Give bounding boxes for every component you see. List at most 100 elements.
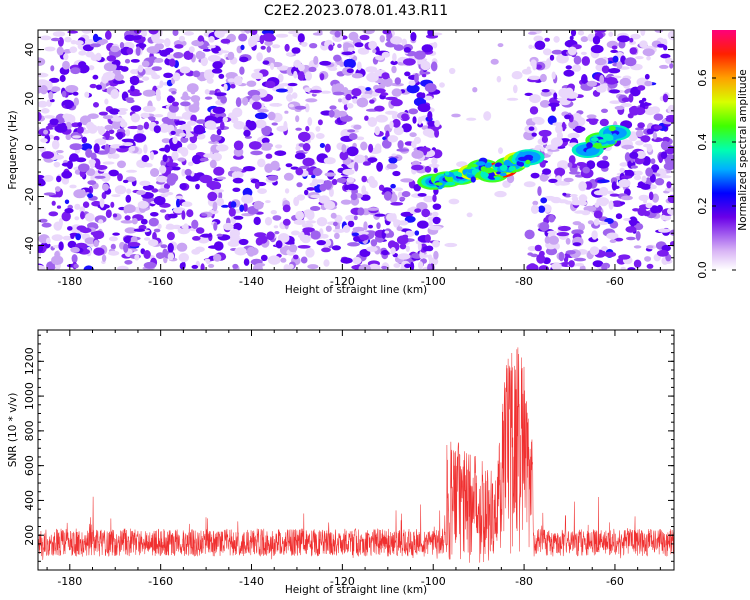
heatmap-cell: [577, 30, 585, 36]
heatmap-cell: [100, 172, 111, 182]
heatmap-cell: [524, 92, 533, 96]
heatmap-cell: [87, 193, 94, 199]
heatmap-cell: [140, 112, 150, 119]
heatmap-cell: [48, 91, 54, 100]
heatmap-cell: [61, 170, 73, 179]
heatmap-cell: [196, 227, 205, 234]
heatmap-cell: [563, 69, 575, 77]
heatmap-cell: [651, 193, 660, 203]
heatmap-cell: [222, 222, 234, 231]
heatmap-cell: [619, 178, 631, 188]
heatmap-cell: [366, 207, 380, 211]
heatmap-cell: [333, 221, 338, 227]
heatmap-cell: [142, 105, 156, 113]
heatmap-cell: [72, 91, 79, 96]
x-tick-label: -80: [515, 275, 533, 288]
heatmap-cell: [110, 153, 120, 159]
heatmap-cell: [444, 242, 458, 248]
heatmap-cell: [611, 200, 624, 207]
heatmap-cell: [151, 74, 161, 80]
heatmap-cell: [140, 218, 148, 225]
heatmap-cell: [638, 194, 650, 202]
heatmap-cell: [658, 228, 671, 233]
heatmap-cell: [300, 256, 308, 264]
heatmap-cell: [569, 194, 578, 197]
heatmap-cell: [530, 204, 539, 214]
heatmap-cell: [449, 67, 456, 75]
heatmap-cell: [389, 120, 394, 129]
heatmap-signal-speck: [494, 176, 501, 181]
heatmap-cell: [620, 175, 633, 179]
heatmap-cell: [635, 140, 644, 146]
heatmap-cell: [641, 175, 647, 183]
heatmap-cell: [291, 66, 301, 76]
heatmap-cell: [367, 117, 378, 127]
heatmap-cell: [124, 58, 131, 64]
heatmap-cell: [220, 121, 225, 131]
y-tick-label: -40: [23, 237, 36, 255]
heatmap-cell: [399, 243, 407, 250]
colorbar: 0.0 0.2 0.4 0.6 Normalized spectral amplitu…: [696, 30, 749, 279]
heatmap-cell: [246, 246, 256, 257]
heatmap-cell: [424, 83, 437, 93]
heatmap-cell: [608, 68, 621, 74]
heatmap-cell: [312, 32, 323, 36]
heatmap-signal-speck: [606, 140, 616, 145]
heatmap-cell: [573, 257, 587, 262]
y-tick-label: 800: [23, 420, 36, 441]
heatmap-cell: [427, 263, 432, 270]
heatmap-cell: [157, 223, 162, 229]
y-tick-label: -20: [23, 188, 36, 206]
heatmap-cell: [153, 228, 161, 233]
heatmap-cell: [414, 73, 419, 83]
heatmap-cell: [388, 157, 398, 164]
heatmap-cell: [350, 193, 358, 201]
heatmap-cell: [312, 167, 322, 177]
heatmap-cell: [309, 89, 322, 93]
heatmap-cell: [174, 44, 184, 49]
heatmap-cell: [44, 46, 56, 52]
heatmap-cell: [117, 110, 127, 115]
heatmap-cell: [126, 188, 132, 194]
heatmap-cell: [144, 163, 153, 168]
heatmap-cell: [288, 104, 295, 108]
heatmap-signal-speck: [472, 169, 480, 173]
heatmap-cell: [61, 162, 72, 167]
heatmap-cell: [359, 234, 369, 241]
heatmap-cell: [181, 225, 187, 229]
heatmap-cell: [359, 249, 371, 257]
heatmap-cell: [328, 44, 334, 51]
heatmap-signal-speck: [475, 161, 486, 166]
heatmap-cell: [272, 215, 282, 221]
heatmap-cell: [633, 245, 642, 249]
y-tick-label: 600: [23, 455, 36, 476]
heatmap-cell: [117, 160, 126, 169]
heatmap-cell: [558, 87, 571, 98]
heatmap-cell: [191, 248, 201, 255]
heatmap-cell: [148, 30, 159, 35]
heatmap-cell: [334, 31, 341, 38]
heatmap-cell: [168, 104, 179, 113]
heatmap-cell: [131, 218, 138, 225]
heatmap-cell: [81, 136, 88, 144]
heatmap-cell: [368, 224, 373, 229]
heatmap-cell: [526, 263, 539, 270]
heatmap-cell: [304, 87, 311, 93]
heatmap-cell: [593, 210, 603, 219]
heatmap-cell: [315, 125, 321, 132]
heatmap-cell: [232, 187, 241, 192]
heatmap-cell: [298, 131, 311, 142]
heatmap-cell: [305, 98, 318, 103]
x-tick-label: -160: [148, 275, 173, 288]
heatmap-cell: [530, 172, 540, 179]
heatmap-cell: [370, 239, 378, 247]
heatmap-cell: [374, 126, 380, 136]
heatmap-cell: [374, 213, 386, 217]
heatmap-signal-speck: [434, 182, 443, 186]
heatmap-cell: [156, 175, 168, 183]
heatmap-cell: [646, 143, 653, 153]
heatmap-cell: [96, 150, 109, 155]
heatmap-cell: [387, 135, 399, 143]
heatmap-cell: [578, 223, 585, 232]
heatmap-cell: [319, 183, 327, 192]
